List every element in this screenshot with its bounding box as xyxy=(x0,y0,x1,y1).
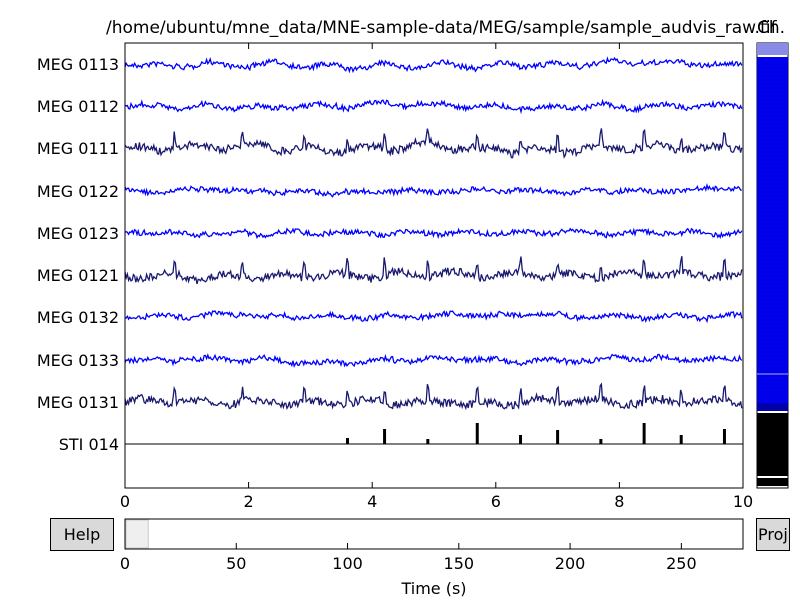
channel-trace xyxy=(124,353,743,368)
scrollbar-stim-block[interactable] xyxy=(757,413,788,476)
channel-trace xyxy=(124,128,743,159)
channel-label[interactable]: MEG 0112 xyxy=(36,97,119,116)
channel-label[interactable]: MEG 0122 xyxy=(36,182,119,201)
overview-tick-label: 50 xyxy=(226,554,246,573)
overview-tick-label: 100 xyxy=(332,554,363,573)
channel-scrollbar[interactable] xyxy=(756,42,789,489)
overview-tick-label: 200 xyxy=(555,554,586,573)
time-scrollbar[interactable] xyxy=(124,518,744,550)
channel-label[interactable]: MEG 0123 xyxy=(36,224,119,243)
overview-tick-label: 250 xyxy=(666,554,697,573)
channel-trace xyxy=(124,98,743,115)
x-tick-label: 0 xyxy=(120,492,130,511)
trace-axes-frame xyxy=(124,42,744,489)
channel-trace xyxy=(124,227,743,240)
time-window-indicator[interactable] xyxy=(125,519,149,549)
overview-x-ticks: 0 50 100 150 200 250 xyxy=(120,543,697,573)
overview-tick-label: 0 xyxy=(120,554,130,573)
channel-label[interactable]: MEG 0111 xyxy=(36,139,119,158)
x-tick-label: 6 xyxy=(491,492,501,511)
channel-trace xyxy=(124,56,743,74)
channel-label[interactable]: MEG 0113 xyxy=(36,55,119,74)
x-tick-label: 4 xyxy=(367,492,377,511)
channel-trace xyxy=(124,182,742,198)
scrollbar-current-window[interactable] xyxy=(757,43,788,55)
channel-label[interactable]: MEG 0133 xyxy=(36,351,119,370)
channel-label[interactable]: MEG 0121 xyxy=(36,266,119,285)
proj-button[interactable]: Proj xyxy=(756,518,790,551)
scrollbar-meg-block[interactable] xyxy=(757,57,788,403)
overview-x-label: Time (s) xyxy=(400,579,466,598)
help-button[interactable]: Help xyxy=(50,518,114,551)
channel-label[interactable]: MEG 0131 xyxy=(36,393,119,412)
channel-panel-title: Ch. xyxy=(757,18,786,38)
trace-area[interactable] xyxy=(124,56,743,445)
x-tick-label: 2 xyxy=(244,492,254,511)
trace-x-ticks: 0 2 4 6 8 10 xyxy=(120,43,753,511)
file-title: /home/ubuntu/mne_data/MNE-sample-data/ME… xyxy=(106,18,777,38)
channel-trace xyxy=(124,382,743,411)
overview-tick-label: 150 xyxy=(444,554,475,573)
x-tick-label: 8 xyxy=(614,492,624,511)
x-tick-label: 10 xyxy=(733,492,753,511)
scrollbar-eeg-block[interactable] xyxy=(757,403,788,411)
channel-trace xyxy=(124,256,743,285)
scrollbar-misc-block[interactable] xyxy=(757,478,788,486)
channel-trace xyxy=(124,310,743,324)
channel-label[interactable]: STI 014 xyxy=(58,435,119,454)
channel-label[interactable]: MEG 0132 xyxy=(36,308,119,327)
